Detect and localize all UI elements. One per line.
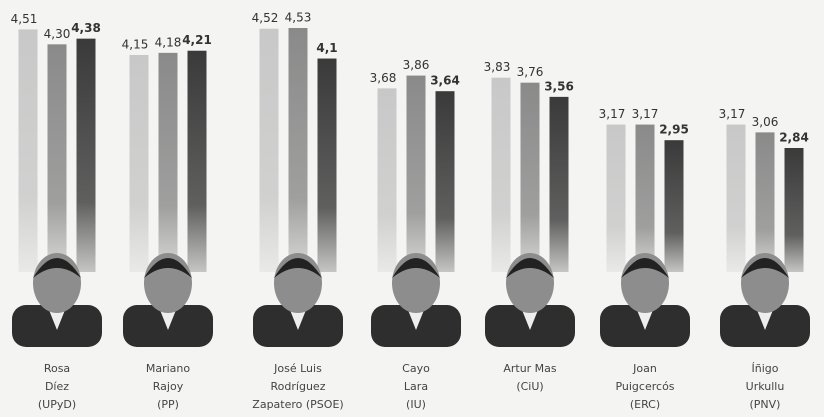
value-label: 4,21 — [182, 33, 212, 47]
category-label: Íñigo — [752, 362, 779, 375]
category-label: José Luis — [273, 362, 322, 375]
value-label: 3,76 — [517, 65, 544, 79]
bar — [19, 29, 38, 272]
value-label: 3,86 — [403, 58, 430, 72]
category-label: Joan — [632, 362, 657, 375]
value-label: 3,68 — [370, 71, 397, 85]
value-label: 4,1 — [316, 41, 337, 55]
value-label: 3,06 — [752, 115, 779, 129]
bar — [378, 88, 397, 272]
bar — [436, 91, 455, 272]
bar — [521, 83, 540, 272]
bar — [550, 97, 569, 272]
value-label: 3,17 — [599, 107, 626, 121]
value-label: 4,18 — [155, 35, 182, 49]
category-label: (ERC) — [630, 398, 660, 411]
value-label: 4,30 — [44, 27, 71, 41]
category-label: Rodríguez — [271, 380, 326, 393]
category-label: Puigcercós — [615, 380, 674, 393]
bar — [77, 39, 96, 272]
category-label: Artur Mas — [503, 362, 557, 375]
value-label: 4,53 — [285, 11, 312, 25]
category-label: Mariano — [146, 362, 191, 375]
value-label: 4,38 — [71, 21, 101, 35]
bar — [756, 132, 775, 272]
bar — [785, 148, 804, 272]
value-label: 4,15 — [122, 37, 149, 51]
bar — [727, 125, 746, 272]
category-label: (PP) — [157, 398, 179, 411]
category-label: Díez — [45, 380, 69, 393]
bar — [159, 53, 178, 272]
bar — [318, 59, 337, 272]
value-label: 3,17 — [632, 107, 659, 121]
category-label: Urkullu — [746, 380, 785, 393]
value-label: 3,83 — [484, 60, 511, 74]
value-label: 3,64 — [430, 74, 460, 88]
value-label: 2,95 — [659, 123, 689, 137]
value-label: 2,84 — [779, 131, 809, 145]
category-label: Lara — [404, 380, 428, 393]
category-label: (PNV) — [750, 398, 781, 411]
page: {"chart_data": {"type": "bar", "categori… — [0, 0, 824, 417]
bar — [407, 76, 426, 272]
bar — [607, 125, 626, 272]
bar — [130, 55, 149, 272]
value-label: 4,51 — [11, 12, 38, 26]
chart: 4,51 4,304,38 Rosa Díez (UPyD) 4,15 4,184,21 Ma… — [0, 0, 824, 417]
category-label: Cayo — [402, 362, 430, 375]
bar — [260, 29, 279, 272]
bar — [188, 51, 207, 272]
bar — [665, 140, 684, 272]
category-label: Rosa — [44, 362, 70, 375]
category-label: (CiU) — [516, 380, 543, 393]
value-label: 3,56 — [544, 79, 574, 93]
bar — [492, 78, 511, 272]
bar — [48, 44, 67, 272]
bar — [289, 28, 308, 272]
category-label: Rajoy — [153, 380, 184, 393]
value-label: 3,17 — [719, 107, 746, 121]
category-label: Zapatero (PSOE) — [252, 398, 343, 411]
bar — [636, 125, 655, 272]
category-label: (IU) — [406, 398, 426, 411]
category-label: (UPyD) — [38, 398, 76, 411]
value-label: 4,52 — [252, 11, 279, 25]
